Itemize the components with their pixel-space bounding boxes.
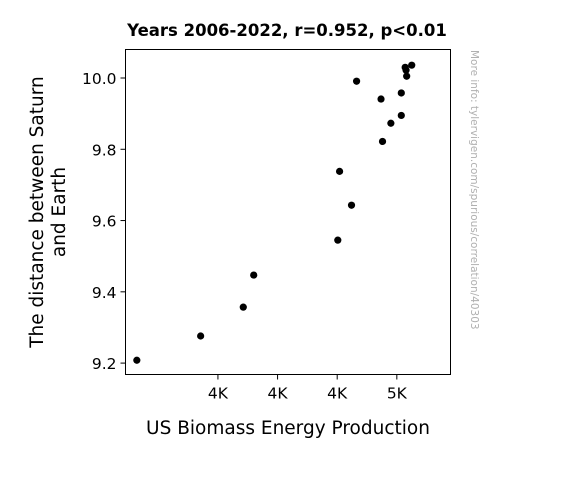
data-point-12 <box>397 111 405 120</box>
y-tick-label-0: 9.2 <box>92 355 117 373</box>
source-note: More info: tylervigen.com/spurious/corre… <box>468 50 480 330</box>
data-point-3 <box>250 271 258 279</box>
data-point-14 <box>402 66 410 74</box>
data-point-7 <box>352 77 361 85</box>
y-tick-label-1: 9.4 <box>92 284 117 302</box>
data-point-11 <box>397 89 405 97</box>
x-tick-label-1: 4K <box>268 385 289 403</box>
x-tick-label-0: 4K <box>208 385 229 403</box>
data-point-2 <box>239 303 247 311</box>
y-axis-title-line-2: and Earth <box>49 167 70 257</box>
data-point-15 <box>403 72 411 80</box>
y-axis-title: The distance between Saturn and Earth <box>27 76 70 349</box>
y-tick-label-4: 10.0 <box>82 70 117 88</box>
data-points <box>133 61 416 364</box>
plot-frame <box>125 49 451 375</box>
data-point-8 <box>377 95 385 103</box>
x-tick-label-3: 5K <box>387 385 408 403</box>
chart-title: Years 2006-2022, r=0.952, p<0.01 <box>126 21 447 40</box>
x-axis-ticks: 4K 4K 4K 5K <box>208 374 408 403</box>
data-point-16 <box>408 61 416 69</box>
y-axis-ticks: 9.2 9.4 9.6 9.8 10.0 <box>82 70 126 373</box>
data-point-6 <box>347 201 356 209</box>
data-point-10 <box>387 119 395 127</box>
x-axis-title: US Biomass Energy Production <box>146 418 430 439</box>
y-axis-title-line-1: The distance between Saturn <box>27 76 48 349</box>
y-tick-label-3: 9.8 <box>92 141 117 159</box>
data-point-9 <box>378 137 387 146</box>
x-tick-label-2: 4K <box>327 385 348 403</box>
data-point-1 <box>197 332 205 340</box>
data-point-4 <box>334 236 342 244</box>
data-point-0 <box>133 356 141 364</box>
data-point-5 <box>335 167 344 175</box>
y-tick-label-2: 9.6 <box>92 213 117 231</box>
